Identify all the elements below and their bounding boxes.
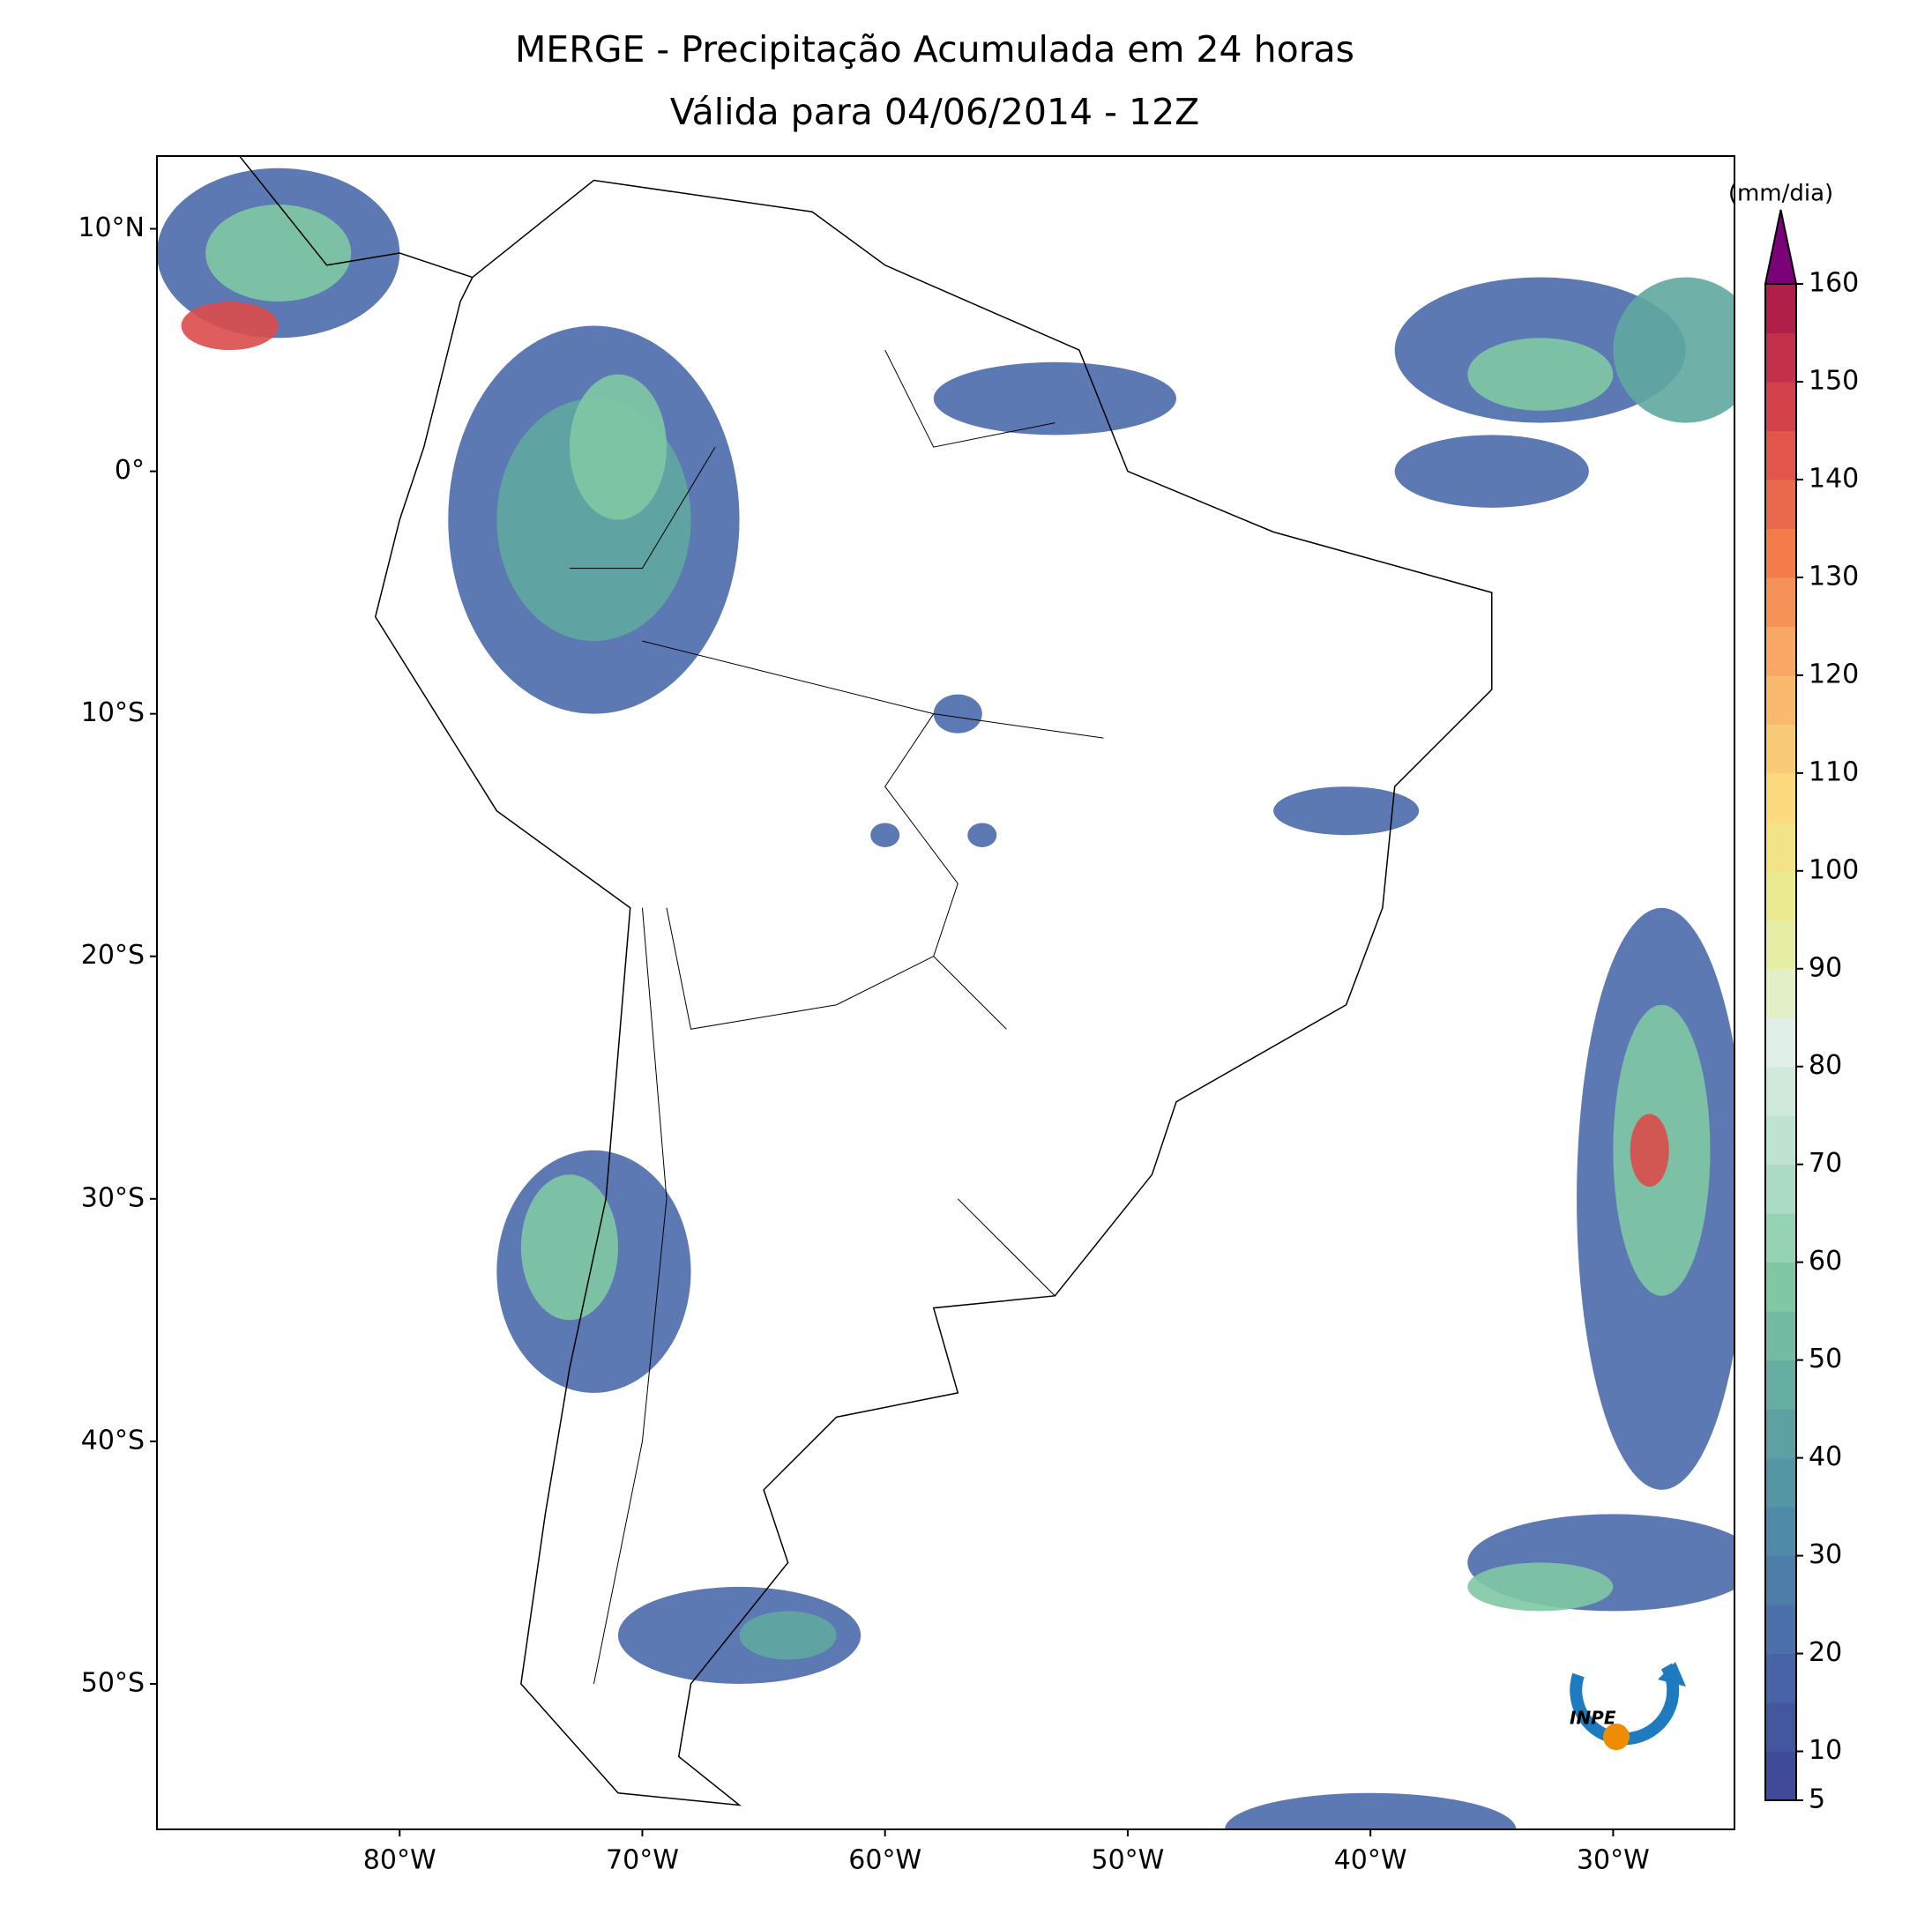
colorbar-band (1765, 1751, 1796, 1801)
colorbar-tick-label: 160 (1809, 268, 1859, 299)
precip-area (205, 205, 352, 302)
colorbar-band (1765, 1017, 1796, 1068)
map-title: MERGE - Precipitação Acumulada em 24 hor… (515, 28, 1354, 71)
map-frame (156, 155, 1735, 1830)
y-tick-label: 40°S (81, 1425, 145, 1456)
colorbar-band (1765, 577, 1796, 627)
colorbar-band (1765, 1213, 1796, 1263)
border (957, 1198, 1056, 1297)
x-tick-label: 50°W (1092, 1845, 1165, 1876)
precip-area (181, 302, 279, 351)
map-area (157, 156, 1734, 1829)
y-tick-label: 0° (115, 455, 145, 486)
colorbar-band (1765, 1115, 1796, 1166)
precip-area (1613, 277, 1734, 423)
y-tick-label: 50°S (81, 1667, 145, 1698)
precip-area (933, 361, 1176, 436)
colorbar-tick-label: 90 (1809, 952, 1842, 983)
colorbar-band (1765, 920, 1796, 970)
colorbar-band (1765, 1409, 1796, 1459)
y-tick-label: 30°S (81, 1182, 145, 1213)
colorbar-tick-label: 80 (1809, 1050, 1842, 1081)
x-tick-label: 70°W (606, 1845, 679, 1876)
border (569, 446, 716, 570)
colorbar-band (1765, 822, 1796, 872)
colorbar-band (1765, 1653, 1796, 1703)
border (666, 907, 934, 1030)
colorbar-band (1765, 724, 1796, 774)
y-tick-label: 10°S (81, 697, 145, 728)
precip-area (967, 823, 997, 847)
colorbar-band (1765, 1507, 1796, 1557)
border (642, 640, 1104, 739)
map-subtitle: Válida para 04/06/2014 - 12Z (670, 91, 1200, 133)
border (884, 349, 1056, 448)
colorbar-tick-label: 70 (1809, 1148, 1842, 1179)
coastline (374, 179, 1493, 1806)
coastline (238, 156, 474, 279)
colorbar-tick-label: 120 (1809, 659, 1859, 689)
border (593, 907, 668, 1685)
colorbar-band (1765, 1066, 1796, 1116)
precip-area (1630, 1113, 1669, 1188)
colorbar-band (1765, 772, 1796, 823)
y-tick-label: 20°S (81, 940, 145, 971)
colorbar-extend (1764, 209, 1798, 285)
colorbar-band (1765, 1702, 1796, 1753)
colorbar-band (1765, 1262, 1796, 1312)
colorbar-band (1765, 1605, 1796, 1655)
colorbar-band (1765, 1164, 1796, 1214)
colorbar-tick-label: 50 (1809, 1344, 1842, 1374)
x-tick-label: 60°W (848, 1845, 921, 1876)
precip-area (1467, 338, 1614, 411)
precip-area (1467, 1562, 1614, 1612)
precip-area (933, 694, 982, 734)
colorbar-tick-label: 10 (1809, 1735, 1842, 1766)
colorbar-band (1765, 479, 1796, 529)
x-tick-label: 40°W (1334, 1845, 1407, 1876)
colorbar-band (1765, 968, 1796, 1018)
colorbar-tick-label: 110 (1809, 756, 1859, 787)
border (884, 713, 1007, 1030)
logo: INPE (1526, 1621, 1716, 1806)
colorbar-tick-label: 5 (1809, 1784, 1825, 1815)
colorbar-tick-label: 130 (1809, 561, 1859, 592)
colorbar-tick-label: 60 (1809, 1246, 1842, 1277)
colorbar-band (1765, 1555, 1796, 1605)
precip-area (569, 374, 667, 520)
x-tick-label: 30°W (1577, 1845, 1650, 1876)
precip-area (1225, 1792, 1517, 1829)
colorbar-tick-label: 150 (1809, 365, 1859, 396)
x-tick-label: 80°W (363, 1845, 436, 1876)
colorbar-band (1765, 528, 1796, 578)
colorbar-tick-label: 100 (1809, 854, 1859, 885)
colorbar-band (1765, 332, 1796, 383)
colorbar-band (1765, 1311, 1796, 1361)
colorbar-tick-label: 140 (1809, 463, 1859, 494)
colorbar-tick-label: 20 (1809, 1637, 1842, 1668)
colorbar-tick-label: 40 (1809, 1441, 1842, 1472)
precip-area (520, 1174, 618, 1321)
logo-text: INPE (1570, 1708, 1616, 1729)
colorbar-band (1765, 674, 1796, 725)
precip-area (1273, 786, 1420, 836)
y-tick-label: 10°N (78, 212, 145, 243)
colorbar-band (1765, 870, 1796, 920)
colorbar-label: (mm/dia) (1728, 181, 1833, 207)
colorbar-band (1765, 284, 1796, 333)
precip-area (870, 823, 900, 847)
colorbar-band (1765, 626, 1796, 676)
colorbar-frame (1764, 284, 1797, 1801)
colorbar-band (1765, 1359, 1796, 1410)
colorbar-tick-label: 30 (1809, 1539, 1842, 1570)
colorbar-band (1765, 381, 1796, 431)
colorbar-band (1765, 430, 1796, 480)
precip-area (739, 1611, 837, 1660)
precip-area (1394, 435, 1589, 508)
colorbar-band (1765, 1457, 1796, 1508)
